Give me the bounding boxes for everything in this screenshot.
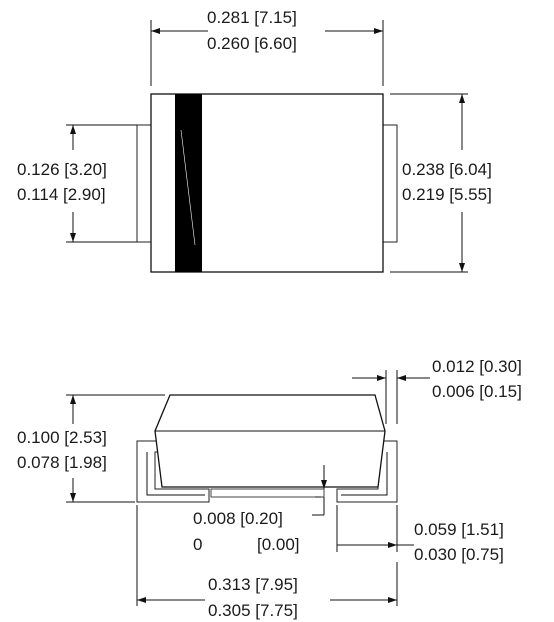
height-min-label: 0.078 [1.98] xyxy=(17,453,107,472)
height-max-label: 0.100 [2.53] xyxy=(17,428,107,447)
side-view: 0.012 [0.30] 0.006 [0.15] 0.100 [2.53] 0… xyxy=(17,357,522,620)
body-width-max-label: 0.238 [6.04] xyxy=(402,160,492,179)
lead-length-max-label: 0.059 [1.51] xyxy=(414,520,504,539)
height-dimension xyxy=(66,394,165,503)
cathode-band xyxy=(175,94,202,272)
standoff-min-mm-label: [0.00] xyxy=(257,535,300,554)
standoff-plate xyxy=(210,488,325,498)
body-width-min-label: 0.219 [5.55] xyxy=(402,185,492,204)
top-right-lead xyxy=(382,124,398,243)
standoff-max-label: 0.008 [0.20] xyxy=(193,509,283,528)
side-body xyxy=(154,394,386,488)
lead-width-max-label: 0.126 [3.20] xyxy=(17,160,107,179)
lead-thickness-min-label: 0.006 [0.15] xyxy=(432,382,522,401)
top-length-dimension xyxy=(150,20,384,86)
lead-thickness-dimension xyxy=(352,370,430,424)
overall-length-max-label: 0.313 [7.95] xyxy=(208,575,298,594)
lead-length-min-label: 0.030 [0.75] xyxy=(414,545,504,564)
lead-width-dimension xyxy=(66,124,137,243)
top-length-min-label: 0.260 [6.60] xyxy=(207,34,297,53)
overall-length-dimension xyxy=(136,505,398,606)
body-width-dimension xyxy=(390,93,468,273)
cathode-band-mark xyxy=(180,129,196,246)
lead-thickness-max-label: 0.012 [0.30] xyxy=(432,357,522,376)
standoff-dimension xyxy=(312,465,327,516)
right-lead-inner xyxy=(341,452,388,496)
left-lead-inner xyxy=(146,452,205,496)
top-view: 0.281 [7.15] 0.260 [6.60] 0.126 [3.20] 0… xyxy=(17,8,492,273)
overall-length-min-label: 0.305 [7.75] xyxy=(208,601,298,620)
lead-width-min-label: 0.114 [2.90] xyxy=(17,185,106,204)
standoff-min-inch-label: 0 xyxy=(193,535,202,554)
top-length-max-label: 0.281 [7.15] xyxy=(207,8,297,27)
top-left-lead xyxy=(136,124,152,243)
lead-length-dimension xyxy=(336,505,414,552)
